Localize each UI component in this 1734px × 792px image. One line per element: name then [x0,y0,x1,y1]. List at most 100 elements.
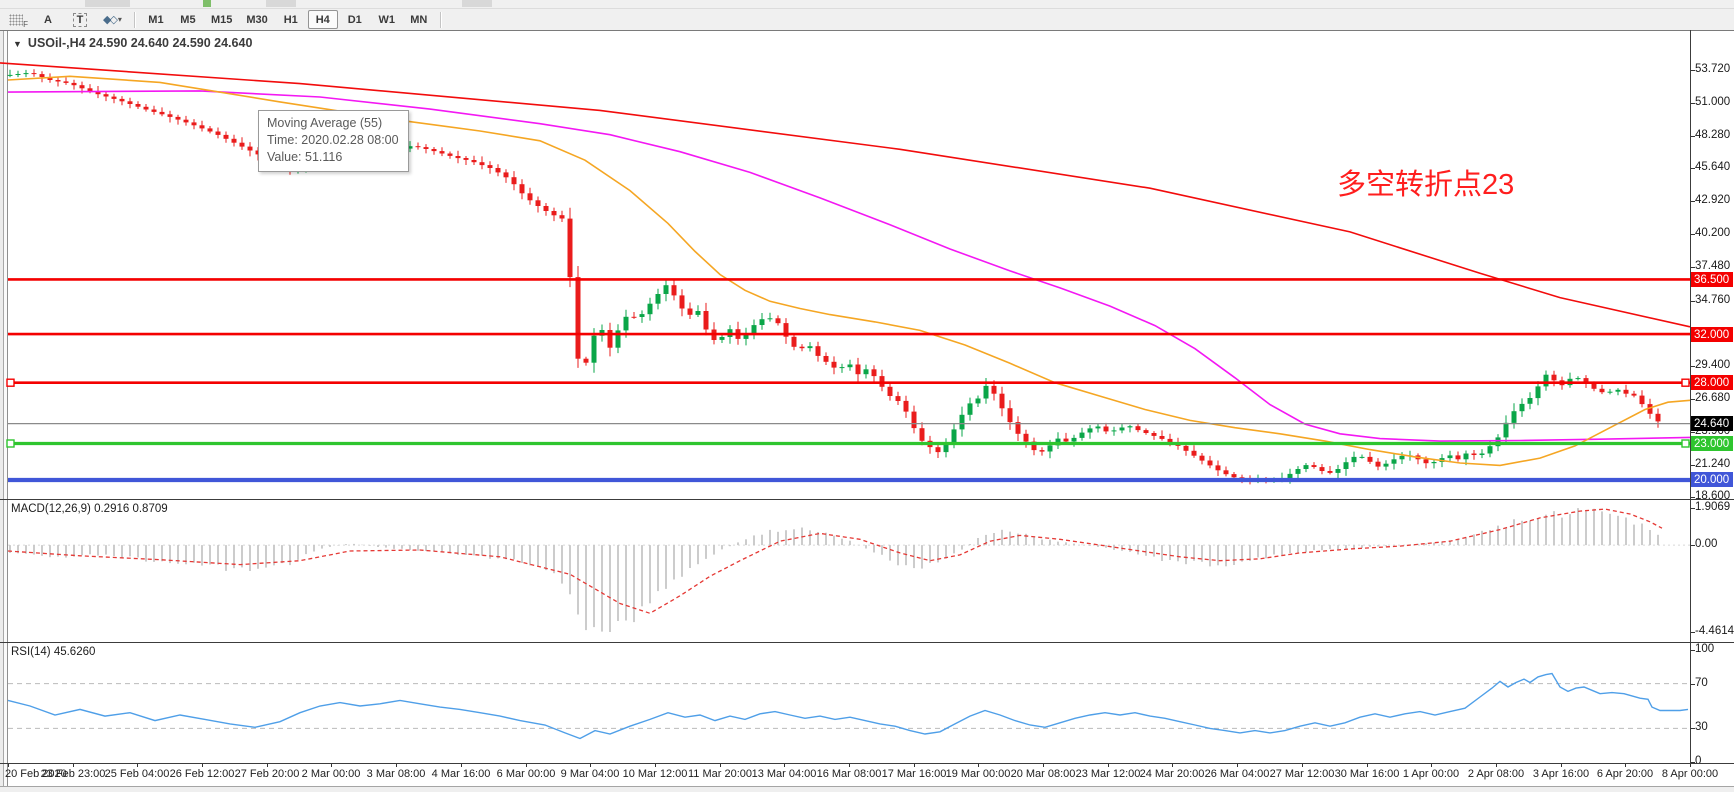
candle [743,327,749,346]
time-axis-label: 1 Apr 00:00 [1402,768,1460,780]
candle [159,107,165,117]
candle [1007,400,1013,430]
candle [447,151,453,159]
candle [1351,451,1357,467]
time-tick-mark [1561,764,1562,767]
price-tick-label: 51.000 [1695,96,1731,108]
shapes-tool-button[interactable]: ◆◇ ▾ [97,10,128,29]
time-axis-label: 27 Mar 12:00 [1269,768,1335,780]
chart-annotation-text[interactable]: 多空转折点23 [1337,169,1515,201]
candle [1135,423,1141,433]
candle [839,363,845,373]
candle [519,179,525,200]
price-tick-mark [1690,432,1695,433]
time-axis-label: 2 Apr 08:00 [1467,768,1525,780]
candle [535,196,541,213]
text-label-tool-button[interactable]: A [44,13,52,26]
candle [1375,458,1381,471]
toolbar-drag-handle-icon[interactable]: F [1,10,31,29]
hline-handle [6,439,15,448]
candle [999,386,1005,417]
price-chart-canvas[interactable] [0,30,1734,764]
panel-border [0,30,1734,31]
candle [1575,376,1581,381]
candle [1055,432,1061,449]
candle [1159,430,1165,441]
price-tick-mark [1690,301,1695,302]
t-box-icon: T [72,12,88,27]
time-tick-mark [331,764,332,767]
candle [527,187,533,205]
toolbar-fragment [266,0,296,7]
time-tick-mark [1237,764,1238,767]
time-axis-label: 6 Apr 20:00 [1596,768,1654,780]
candle [1359,454,1365,459]
candle [575,266,581,368]
symbol-title[interactable]: ▼ USOil-,H4 24.590 24.640 24.590 24.640 [13,36,252,50]
price-tick-label: 45.640 [1695,161,1731,173]
candle [239,137,245,150]
time-tick-mark [461,764,462,767]
tooltip-line-1: Moving Average (55) [267,116,383,130]
panel-splitter-macd[interactable] [0,499,1734,500]
time-tick-mark [8,764,9,767]
candle [791,333,797,351]
candle [959,406,965,437]
candle [695,305,701,317]
timeframe-button-m1[interactable]: M1 [148,13,164,26]
price-tick-mark [1690,267,1695,268]
candle [823,352,829,365]
timeframe-button-h4[interactable]: H4 [307,10,338,29]
time-axis-label: 3 Mar 08:00 [366,768,426,780]
time-tick-mark [978,764,979,767]
candle [855,357,861,382]
chart-toolbar: F A T ◆◇ ▾ M1 M5 M15 M30 H1 H4 D1 W1 MN [0,9,1734,31]
candle [423,144,429,154]
candle [863,364,869,379]
macd-histogram [9,508,1659,632]
price-tick-mark [1690,168,1695,169]
candle [103,91,109,102]
candle [23,69,29,78]
timeframe-button-m30[interactable]: M30 [246,13,268,26]
candle [1567,372,1573,388]
hline-handle [1681,378,1690,387]
time-axis-label: 27 Feb 20:00 [234,768,300,780]
timeframe-button-h1[interactable]: H1 [283,13,298,26]
time-tick-mark [655,764,656,767]
candle [191,119,197,130]
timeframe-button-w1[interactable]: W1 [378,13,396,26]
price-tag-36.500: 36.500 [1691,272,1733,287]
timeframe-button-m5[interactable]: M5 [180,13,196,26]
candle [1455,451,1461,462]
time-tick-mark [202,764,203,767]
candle [511,171,517,191]
hline-handle [6,378,15,387]
candle [1335,464,1341,479]
window-bottom-edge [0,786,1734,792]
candle [231,134,237,147]
candle [495,164,501,177]
candle [7,69,13,78]
timeframe-button-d1[interactable]: D1 [347,13,362,26]
timeframe-button-mn[interactable]: MN [410,13,428,26]
grid-handle-icon: F [9,13,28,29]
candle [1095,423,1101,433]
panel-splitter-rsi[interactable] [0,642,1734,643]
timeframe-button-m15[interactable]: M15 [210,13,233,26]
candle [1143,428,1149,435]
candle [1191,445,1197,458]
candle [1087,425,1093,439]
candle [831,356,837,375]
text-tool-button[interactable]: T [65,10,95,29]
candle [1607,388,1613,395]
timeframe-button-group: M1 M5 M15 M30 H1 H4 D1 W1 MN [140,10,435,29]
candle [559,210,565,222]
price-tick-mark [1690,234,1695,235]
macd-tick-label: 0.00 [1695,538,1718,550]
macd-signal-line [7,508,1663,615]
candle [1391,453,1397,470]
time-axis-label: 6 Mar 00:00 [496,768,556,780]
current-price-tag: 24.640 [1691,416,1733,431]
time-tick-mark [73,764,74,767]
